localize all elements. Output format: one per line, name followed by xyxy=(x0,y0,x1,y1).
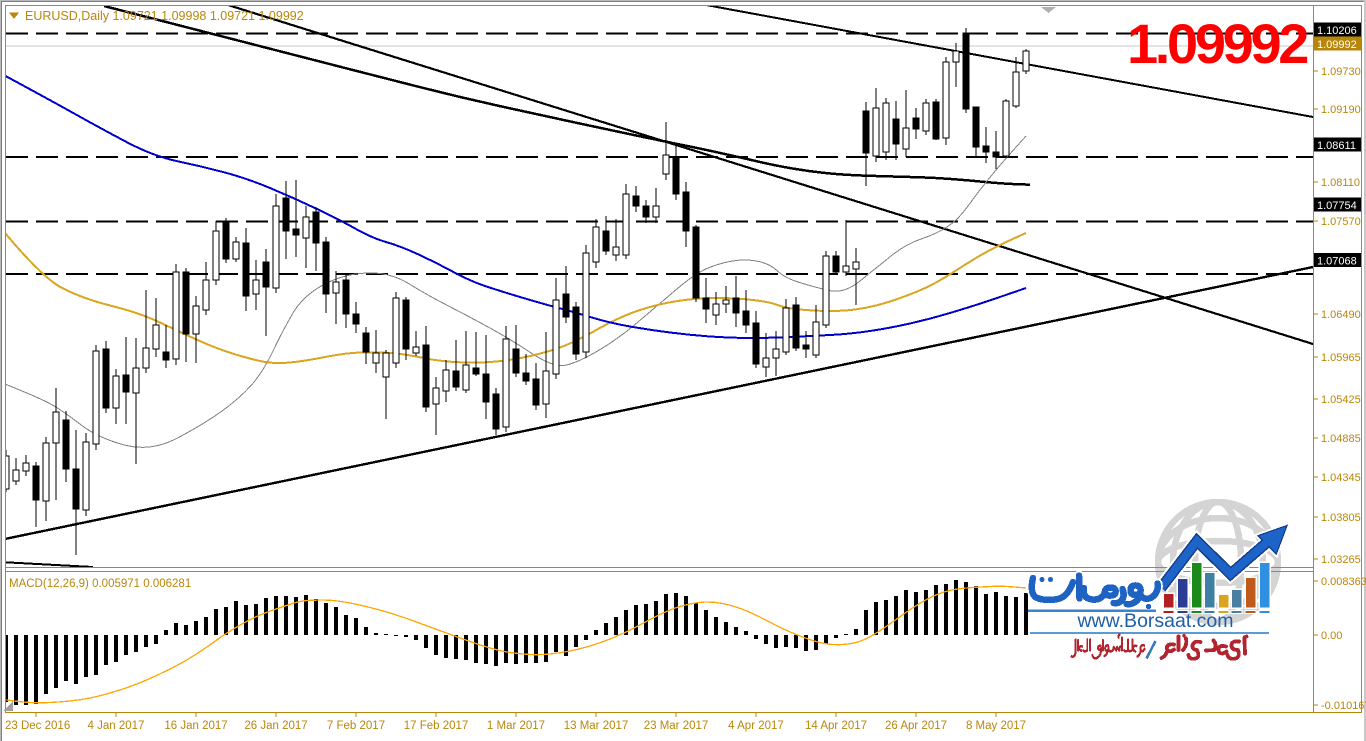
svg-text:1.09992: 1.09992 xyxy=(1317,39,1357,51)
svg-text:1 Mar 2017: 1 Mar 2017 xyxy=(487,720,545,732)
svg-text:4 Jan 2017: 4 Jan 2017 xyxy=(88,720,145,732)
svg-text:17 Feb 2017: 17 Feb 2017 xyxy=(404,720,469,732)
svg-text:1.05425: 1.05425 xyxy=(1321,394,1361,406)
svg-text:1.09992: 1.09992 xyxy=(1127,12,1307,75)
svg-text:MACD(12,26,9) 0.005971 0.00628: MACD(12,26,9) 0.005971 0.006281 xyxy=(9,578,191,590)
svg-text:1.07754: 1.07754 xyxy=(1317,200,1357,212)
svg-text:1.03805: 1.03805 xyxy=(1321,512,1361,524)
svg-text:1.08611: 1.08611 xyxy=(1317,140,1356,152)
svg-text:0.00: 0.00 xyxy=(1321,630,1342,642)
svg-text:1.04345: 1.04345 xyxy=(1321,472,1361,484)
svg-text:1.04885: 1.04885 xyxy=(1321,433,1361,445)
svg-text:1.10206: 1.10206 xyxy=(1317,25,1357,37)
svg-text:1.03265: 1.03265 xyxy=(1321,554,1361,566)
svg-text:1.09190: 1.09190 xyxy=(1321,104,1361,116)
svg-text:7 Feb 2017: 7 Feb 2017 xyxy=(327,720,385,732)
svg-text:23 Mar 2017: 23 Mar 2017 xyxy=(644,720,709,732)
svg-text:EURUSD,Daily 1.09721 1.09998: EURUSD,Daily 1.09721 1.09998 1.09721 1.0… xyxy=(25,9,304,23)
svg-text:1.05965: 1.05965 xyxy=(1321,352,1361,364)
svg-text:www.Borsaat.com: www.Borsaat.com xyxy=(1076,610,1233,632)
svg-text:4 Apr 2017: 4 Apr 2017 xyxy=(728,720,784,732)
svg-text:1.07570: 1.07570 xyxy=(1321,216,1361,228)
svg-text:23 Dec 2016: 23 Dec 2016 xyxy=(5,720,70,732)
svg-text:26 Apr 2017: 26 Apr 2017 xyxy=(885,720,947,732)
svg-text:16 Jan 2017: 16 Jan 2017 xyxy=(164,720,227,732)
svg-text:-0.010167: -0.010167 xyxy=(1321,700,1366,712)
svg-text:0.008363: 0.008363 xyxy=(1321,576,1366,588)
svg-text:8 May 2017: 8 May 2017 xyxy=(966,720,1026,732)
svg-text:1.08110: 1.08110 xyxy=(1321,177,1360,189)
svg-text:1.06490: 1.06490 xyxy=(1321,309,1361,321)
svg-text:26 Jan 2017: 26 Jan 2017 xyxy=(244,720,307,732)
svg-text:14 Apr 2017: 14 Apr 2017 xyxy=(805,720,867,732)
svg-text:13 Mar 2017: 13 Mar 2017 xyxy=(564,720,629,732)
svg-text:1.09730: 1.09730 xyxy=(1321,66,1361,78)
svg-text:1.07068: 1.07068 xyxy=(1317,256,1357,268)
